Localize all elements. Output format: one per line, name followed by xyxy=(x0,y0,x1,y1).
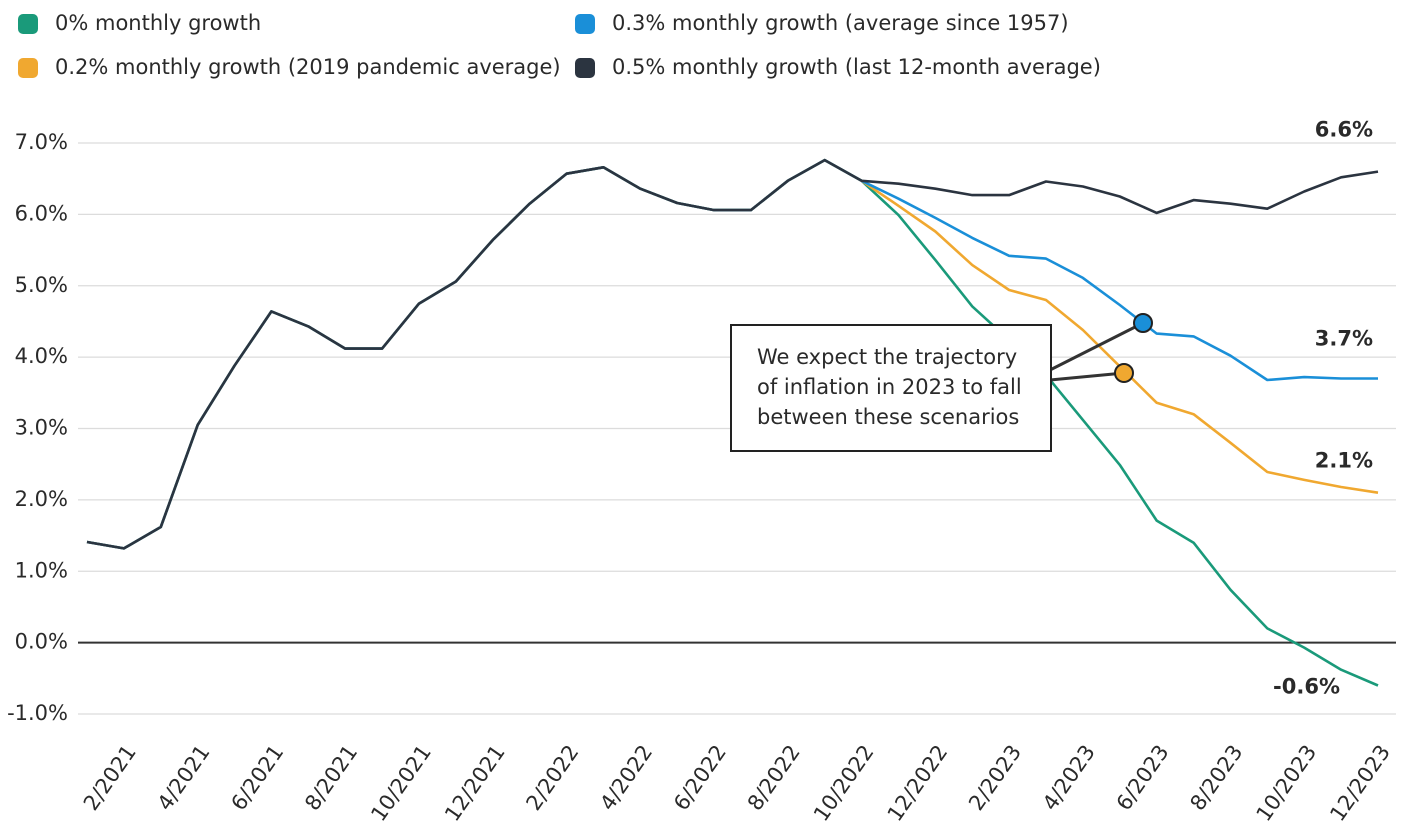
x-tick-label: 12/2021 xyxy=(440,741,510,826)
x-tick-label: 8/2022 xyxy=(743,741,805,815)
legend-label: 0.2% monthly growth (2019 pandemic avera… xyxy=(55,55,561,79)
x-tick-label: 8/2021 xyxy=(300,741,362,815)
annotation-leader xyxy=(1049,371,1125,382)
annotation-dot xyxy=(1133,313,1153,333)
y-tick-label: 6.0% xyxy=(15,201,68,225)
end-label: 3.7% xyxy=(1315,327,1373,351)
y-tick-label: 5.0% xyxy=(15,273,68,297)
x-tick-label: 4/2022 xyxy=(595,741,657,815)
annotation-leader xyxy=(1049,321,1144,372)
y-tick-label: 7.0% xyxy=(15,130,68,154)
legend-label: 0.5% monthly growth (last 12-month avera… xyxy=(612,55,1101,79)
annotation-text: between these scenarios xyxy=(757,405,1019,429)
legend-label: 0.3% monthly growth (average since 1957) xyxy=(612,11,1069,35)
x-tick-label: 2/2023 xyxy=(964,741,1026,815)
annotation-dot xyxy=(1114,363,1134,383)
end-label: -0.6% xyxy=(1273,674,1340,698)
x-tick-label: 10/2022 xyxy=(809,741,879,826)
x-tick-label: 6/2021 xyxy=(226,741,288,815)
y-tick-label: 4.0% xyxy=(15,344,68,368)
annotation-text: of inflation in 2023 to fall xyxy=(757,375,1022,399)
x-tick-label: 6/2023 xyxy=(1112,741,1174,815)
annotation-text: We expect the trajectory xyxy=(757,345,1017,369)
y-tick-label: 2.0% xyxy=(15,487,68,511)
x-tick-label: 2/2021 xyxy=(79,741,141,815)
series-line xyxy=(86,158,1379,550)
y-tick-label: 0.0% xyxy=(15,630,68,654)
legend-swatch xyxy=(575,58,595,78)
y-tick-label: -1.0% xyxy=(7,701,68,725)
x-tick-label: 2/2022 xyxy=(521,741,583,815)
end-label: 2.1% xyxy=(1315,449,1373,473)
legend-label: 0% monthly growth xyxy=(55,11,261,35)
x-tick-label: 10/2021 xyxy=(366,741,436,826)
x-tick-label: 10/2023 xyxy=(1252,741,1322,826)
x-tick-label: 4/2023 xyxy=(1038,741,1100,815)
legend-swatch xyxy=(18,14,38,34)
x-tick-label: 12/2022 xyxy=(883,741,953,826)
x-tick-label: 6/2022 xyxy=(669,741,731,815)
end-label: 6.6% xyxy=(1315,118,1373,142)
x-tick-label: 12/2023 xyxy=(1325,741,1395,826)
y-tick-label: 3.0% xyxy=(15,416,68,440)
annotation-box xyxy=(730,324,1052,452)
legend-swatch xyxy=(575,14,595,34)
x-tick-label: 8/2023 xyxy=(1185,741,1247,815)
x-tick-label: 4/2021 xyxy=(153,741,215,815)
y-tick-label: 1.0% xyxy=(15,558,68,582)
legend-swatch xyxy=(18,58,38,78)
annotation: We expect the trajectory of inflation in… xyxy=(730,313,1153,452)
